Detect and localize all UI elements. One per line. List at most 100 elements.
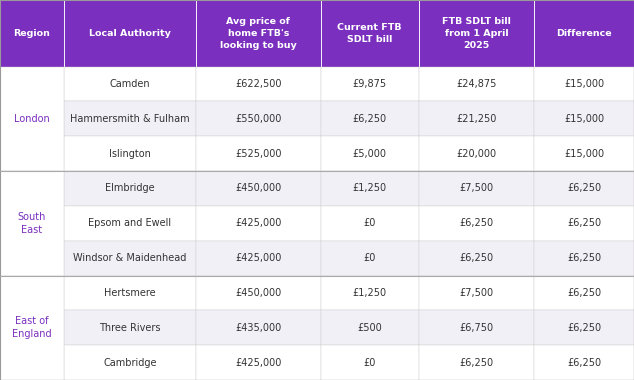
Bar (196, 241, 321, 276)
Bar (196, 0, 321, 66)
Text: £20,000: £20,000 (456, 149, 496, 158)
Bar (534, 136, 634, 171)
Text: £6,250: £6,250 (459, 358, 493, 367)
Bar (196, 171, 321, 206)
Text: East of
England: East of England (12, 316, 52, 339)
Text: £24,875: £24,875 (456, 79, 496, 89)
Bar (534, 206, 634, 241)
Text: £622,500: £622,500 (235, 79, 281, 89)
Text: Hammersmith & Fulham: Hammersmith & Fulham (70, 114, 190, 124)
Bar (0, 171, 64, 276)
Bar (196, 66, 321, 101)
Text: £6,250: £6,250 (567, 323, 601, 333)
Bar (418, 345, 534, 380)
Bar (64, 171, 196, 206)
Text: £450,000: £450,000 (235, 288, 281, 298)
Text: Difference: Difference (556, 29, 612, 38)
Bar (534, 276, 634, 310)
Bar (64, 345, 196, 380)
Bar (321, 276, 418, 310)
Bar (0, 66, 64, 171)
Text: £6,250: £6,250 (567, 253, 601, 263)
Text: Elmbridge: Elmbridge (105, 184, 155, 193)
Bar (0, 276, 64, 380)
Bar (418, 0, 534, 66)
Bar (196, 136, 321, 171)
Bar (64, 206, 196, 241)
Text: £15,000: £15,000 (564, 114, 604, 124)
Bar (64, 241, 196, 276)
Text: London: London (14, 114, 50, 124)
Bar (418, 206, 534, 241)
Text: Avg price of
home FTB's
looking to buy: Avg price of home FTB's looking to buy (220, 17, 297, 49)
Text: £425,000: £425,000 (235, 218, 281, 228)
Bar (534, 101, 634, 136)
Bar (418, 101, 534, 136)
Text: £21,250: £21,250 (456, 114, 496, 124)
Bar (64, 310, 196, 345)
Bar (64, 136, 196, 171)
Text: £6,250: £6,250 (567, 288, 601, 298)
Text: £1,250: £1,250 (353, 288, 387, 298)
Bar (196, 101, 321, 136)
Text: £525,000: £525,000 (235, 149, 281, 158)
Text: £435,000: £435,000 (235, 323, 281, 333)
Text: £500: £500 (357, 323, 382, 333)
Text: £425,000: £425,000 (235, 253, 281, 263)
Text: £7,500: £7,500 (459, 288, 493, 298)
Bar (321, 241, 418, 276)
Bar (418, 136, 534, 171)
Text: £6,250: £6,250 (567, 184, 601, 193)
Bar (0, 0, 64, 66)
Bar (321, 101, 418, 136)
Text: £550,000: £550,000 (235, 114, 281, 124)
Text: £6,250: £6,250 (459, 253, 493, 263)
Text: £6,250: £6,250 (459, 218, 493, 228)
Text: £6,250: £6,250 (567, 358, 601, 367)
Text: Current FTB
SDLT bill: Current FTB SDLT bill (337, 23, 402, 44)
Text: Three Rivers: Three Rivers (100, 323, 161, 333)
Bar (321, 171, 418, 206)
Text: £0: £0 (363, 253, 376, 263)
Bar (534, 310, 634, 345)
Bar (64, 66, 196, 101)
Text: Cambridge: Cambridge (103, 358, 157, 367)
Text: Local Authority: Local Authority (89, 29, 171, 38)
Bar (321, 66, 418, 101)
Bar (321, 206, 418, 241)
Bar (418, 171, 534, 206)
Text: £6,250: £6,250 (567, 218, 601, 228)
Bar (64, 0, 196, 66)
Text: Islington: Islington (109, 149, 151, 158)
Bar (418, 66, 534, 101)
Bar (64, 276, 196, 310)
Bar (321, 0, 418, 66)
Bar (196, 206, 321, 241)
Bar (534, 241, 634, 276)
Bar (321, 310, 418, 345)
Bar (534, 66, 634, 101)
Text: £1,250: £1,250 (353, 184, 387, 193)
Bar (64, 101, 196, 136)
Bar (418, 241, 534, 276)
Text: £6,750: £6,750 (459, 323, 493, 333)
Bar (321, 345, 418, 380)
Text: £6,250: £6,250 (353, 114, 387, 124)
Bar (196, 345, 321, 380)
Bar (196, 276, 321, 310)
Bar (534, 345, 634, 380)
Bar (418, 310, 534, 345)
Text: Region: Region (13, 29, 51, 38)
Text: £0: £0 (363, 218, 376, 228)
Text: Windsor & Maidenhead: Windsor & Maidenhead (74, 253, 186, 263)
Text: £425,000: £425,000 (235, 358, 281, 367)
Text: £9,875: £9,875 (353, 79, 387, 89)
Text: £7,500: £7,500 (459, 184, 493, 193)
Text: £15,000: £15,000 (564, 79, 604, 89)
Bar (534, 171, 634, 206)
Text: Camden: Camden (110, 79, 150, 89)
Text: South
East: South East (18, 212, 46, 235)
Text: FTB SDLT bill
from 1 April
2025: FTB SDLT bill from 1 April 2025 (442, 17, 511, 49)
Text: £450,000: £450,000 (235, 184, 281, 193)
Text: £0: £0 (363, 358, 376, 367)
